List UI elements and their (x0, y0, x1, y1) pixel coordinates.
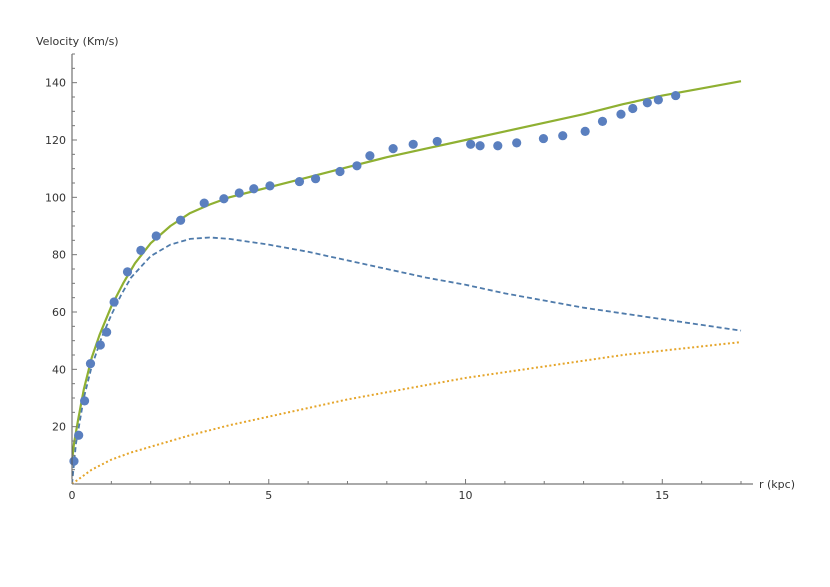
y-tick-label: 60 (52, 306, 66, 319)
x-axis-title: r (kpc) (759, 478, 795, 491)
data-point (74, 430, 84, 440)
data-point (512, 138, 522, 148)
x-tick-label: 15 (655, 489, 669, 502)
data-point (249, 184, 259, 194)
data-point (642, 98, 652, 108)
data-point (109, 297, 119, 307)
data-point (671, 90, 681, 101)
data-point (493, 141, 503, 151)
data-point (199, 198, 209, 208)
data-point (79, 396, 90, 406)
data-point (432, 136, 442, 147)
data-point (597, 116, 608, 126)
data-point (151, 231, 161, 241)
data-point (628, 103, 638, 114)
data-point (310, 174, 321, 184)
data-point (475, 141, 485, 151)
data-point (653, 95, 663, 105)
x-tick-label: 5 (265, 489, 272, 502)
data-point (558, 131, 568, 141)
data-point (538, 133, 549, 144)
data-point (136, 245, 146, 255)
y-axis-ticks: 20 40 60 80 100 120 140 (45, 53, 77, 485)
data-point (176, 215, 186, 225)
dashed-curve (72, 236, 742, 484)
data-point (265, 181, 275, 191)
data-point (365, 151, 375, 161)
data-point (466, 139, 476, 149)
y-tick-label: 20 (52, 421, 66, 434)
data-point (580, 126, 590, 136)
dotted-curve (72, 341, 742, 484)
data-point (352, 161, 362, 171)
x-axis-ticks: 0 5 10 15 (69, 479, 742, 502)
y-tick-label: 140 (45, 77, 66, 90)
plot-lines (72, 80, 742, 484)
data-point (335, 166, 345, 177)
y-tick-label: 40 (52, 363, 66, 376)
plot-points (69, 90, 681, 466)
data-point (85, 359, 96, 369)
total-fit-curve (72, 80, 742, 462)
data-point (388, 144, 398, 154)
y-axis-title: Velocity (Km/s) (36, 35, 119, 48)
y-tick-label: 80 (52, 249, 66, 262)
y-tick-label: 120 (45, 134, 66, 147)
x-tick-label: 10 (459, 489, 473, 502)
data-point (69, 456, 79, 466)
x-tick-label: 0 (69, 489, 76, 502)
data-point (408, 139, 418, 149)
data-point (102, 327, 112, 337)
data-point (122, 267, 133, 277)
data-point (219, 194, 229, 204)
data-point (616, 109, 626, 119)
data-point (95, 340, 105, 350)
y-tick-label: 100 (45, 191, 66, 204)
data-point (234, 188, 244, 198)
data-point (294, 176, 305, 187)
